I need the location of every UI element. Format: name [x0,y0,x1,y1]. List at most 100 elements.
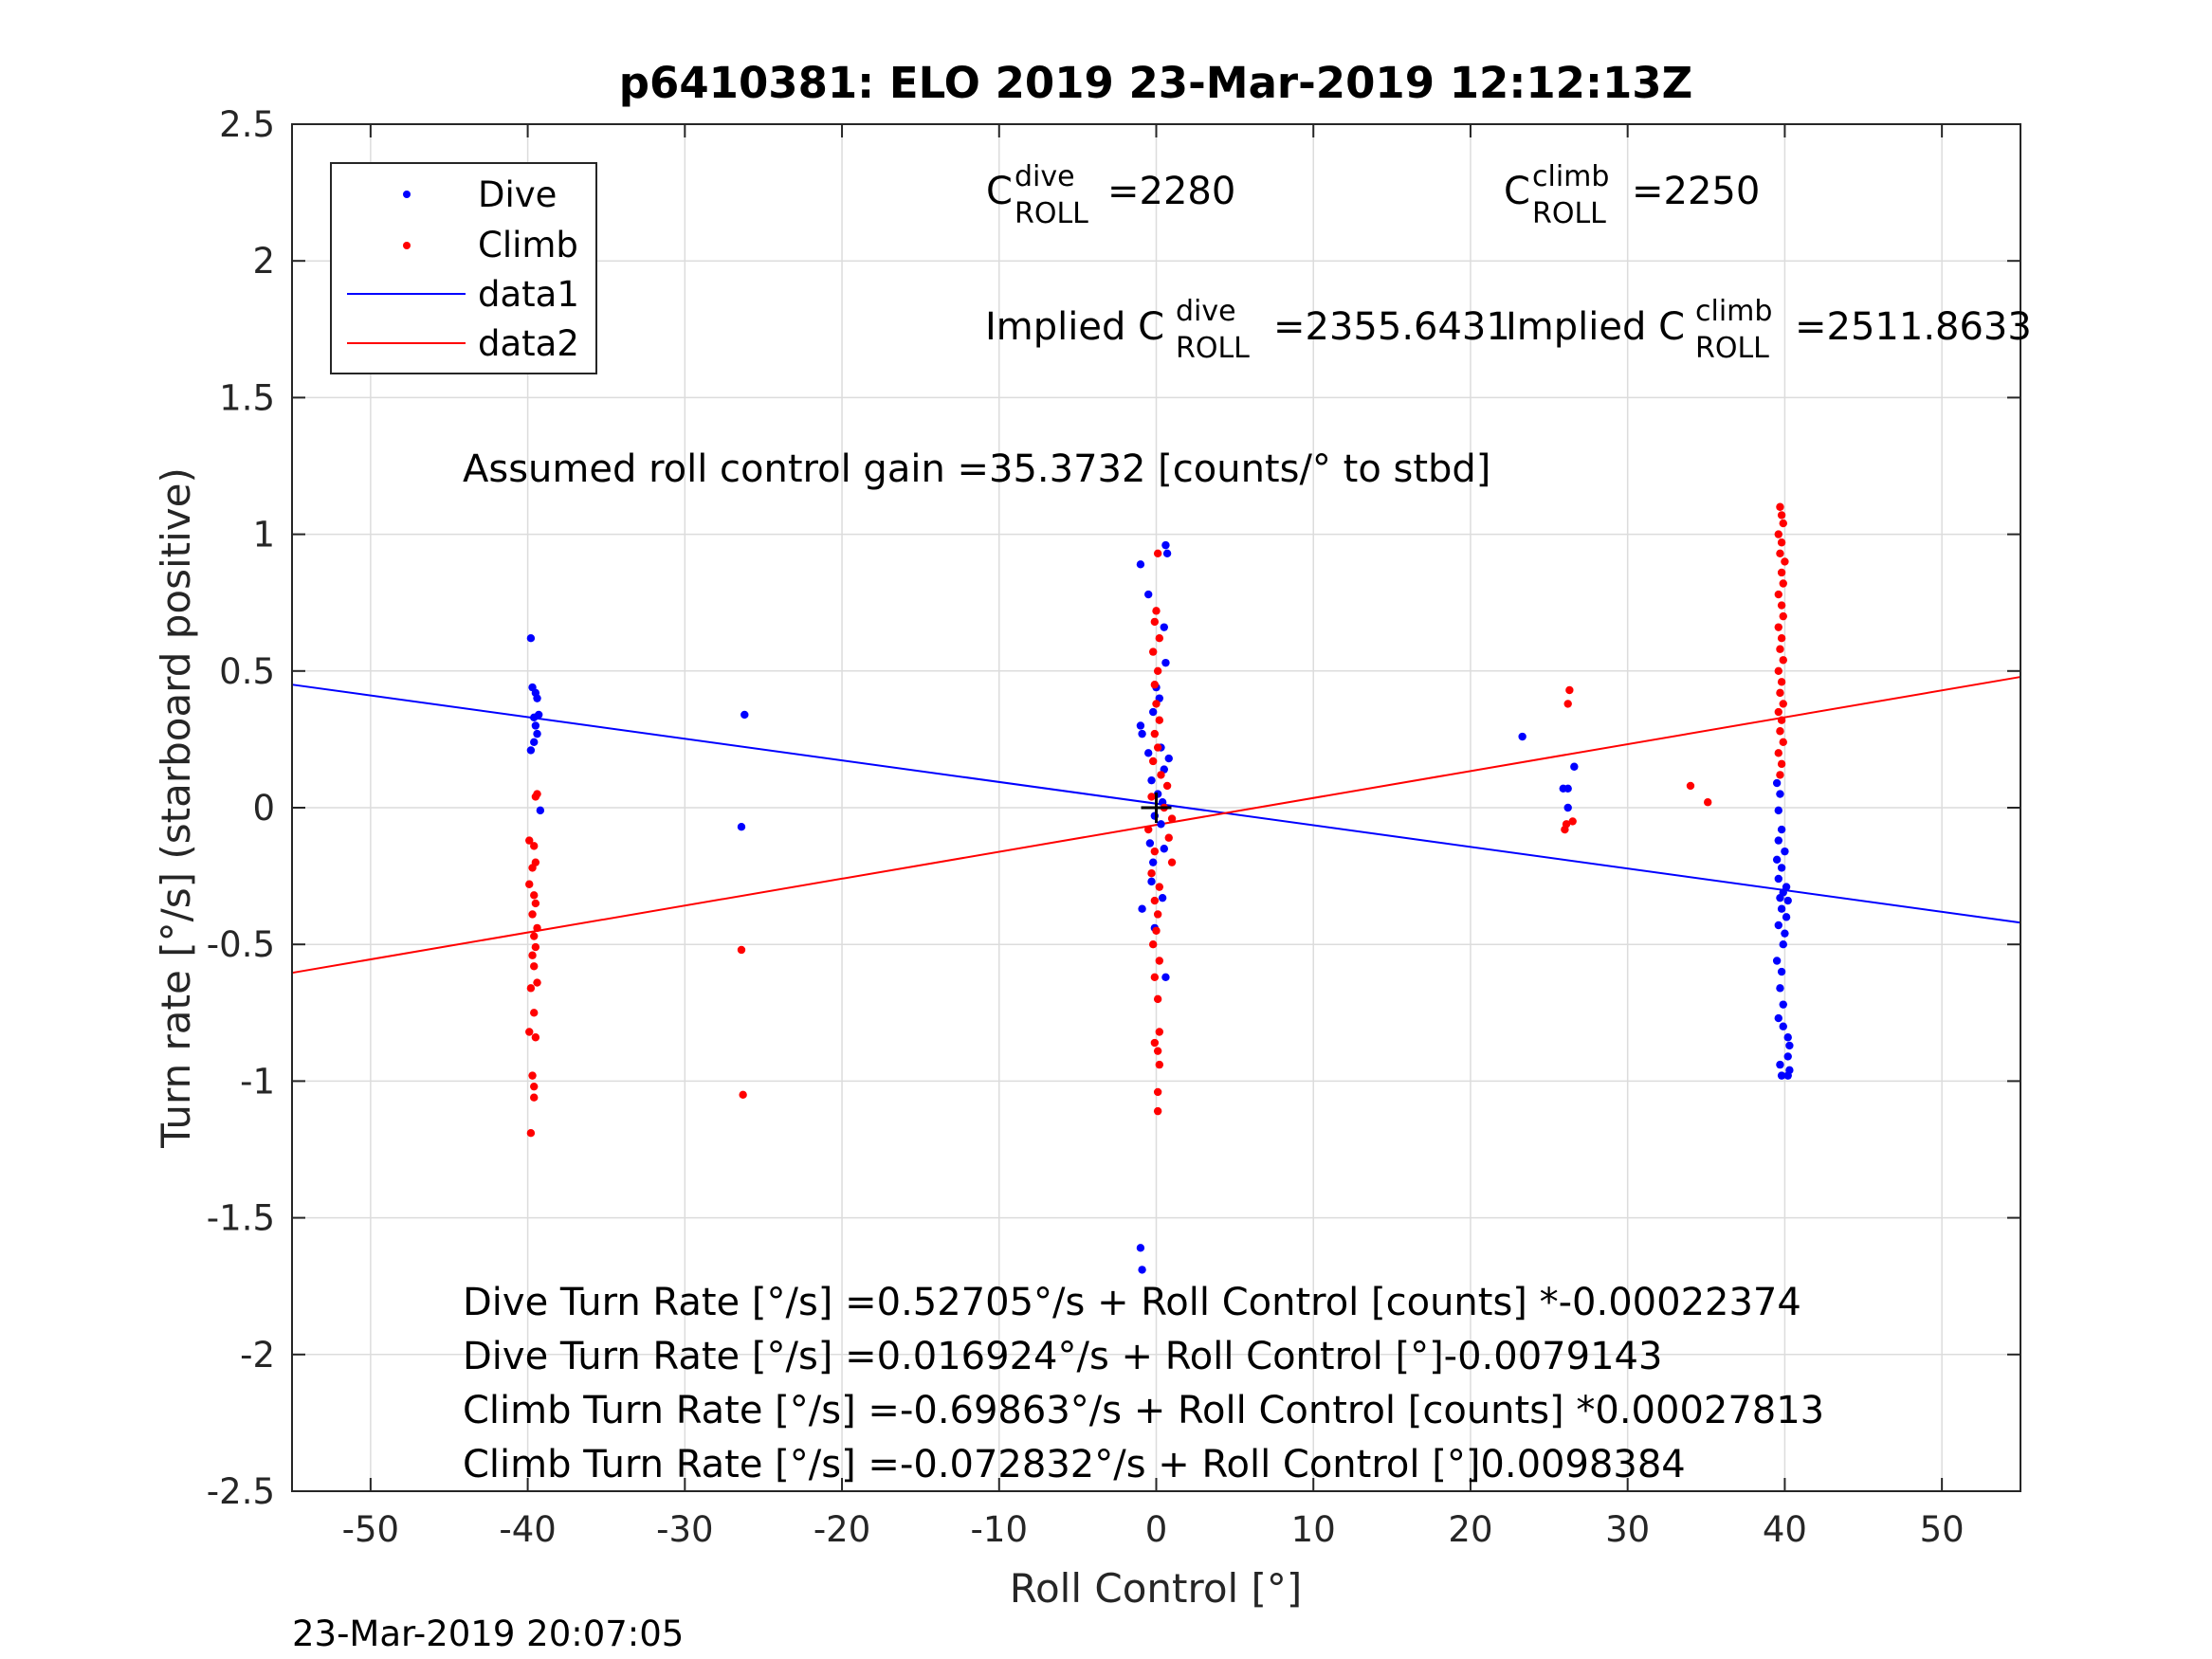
point-dive [1783,1033,1792,1042]
point-climb [1150,617,1160,627]
x-tick-label: 30 [1605,1509,1650,1550]
point-climb [531,1033,540,1042]
point-climb [528,1071,537,1080]
point-climb [1779,611,1787,621]
point-dive [1776,1060,1784,1069]
point-dive [1144,590,1153,599]
point-climb [1779,656,1787,665]
implied-dive-base: Implied C [985,305,1164,349]
point-dive [1777,825,1786,834]
c-dive-sup: dive [1015,160,1075,193]
point-climb [1148,757,1158,766]
point-climb [1155,957,1164,965]
point-climb [530,842,539,850]
point-dive [1782,913,1791,921]
x-tick-label: 20 [1448,1509,1492,1550]
point-climb [1568,817,1577,826]
point-dive [1777,1071,1786,1080]
point-dive [1138,1266,1146,1274]
point-climb [1162,781,1172,791]
point-climb [1152,700,1161,708]
point-dive [1570,762,1579,771]
point-climb [530,891,539,900]
y-tick-label: -1 [240,1061,275,1102]
x-tick-label: -40 [499,1509,556,1550]
point-dive [533,729,541,738]
point-dive [531,721,540,730]
point-dive [1164,754,1173,763]
point-dive [1157,820,1165,829]
point-dive [1774,1013,1782,1023]
series-layer [291,502,2021,1274]
implied-climb-sub: ROLL [1695,332,1769,365]
annotation-c-dive: C dive ROLL =2280 [986,160,1235,230]
point-dive [1776,893,1784,902]
y-tick-label: -1.5 [207,1198,275,1239]
point-climb [530,1009,539,1017]
point-dive [533,694,541,702]
point-dive [1162,549,1172,557]
annotation-eq2: Dive Turn Rate [°/s] =0.016924°/s + Roll… [463,1335,1662,1378]
point-dive [1781,847,1789,856]
point-climb [1561,825,1569,834]
point-dive [1160,623,1168,631]
legend: Dive Climb data1 data2 [330,162,597,374]
point-dive [1785,1041,1794,1050]
y-tick-label: 2 [252,241,275,282]
point-dive [1779,940,1787,949]
c-dive-base: C [986,170,1013,213]
point-dive [1148,858,1158,866]
point-climb [531,793,540,801]
point-climb [1153,666,1162,675]
x-tick-label: -50 [342,1509,399,1550]
point-dive [1779,1022,1787,1030]
point-climb [1777,716,1786,724]
implied-climb-value: =2511.8633 [1795,305,2032,349]
point-climb [1774,590,1782,599]
point-climb [530,1082,539,1091]
point-dive [1138,904,1146,913]
point-dive [1563,803,1572,812]
point-dive [1161,658,1170,667]
point-climb [530,1093,539,1102]
point-dive [737,822,746,831]
x-tick-label: -30 [656,1509,713,1550]
c-dive-sub: ROLL [1015,197,1088,230]
legend-label-dive: Dive [478,174,557,215]
point-climb [1155,1028,1164,1036]
point-dive [1777,967,1786,976]
point-climb [1781,557,1789,566]
point-dive [1776,790,1784,798]
point-climb [1167,858,1177,866]
point-climb [1147,869,1156,878]
point-dive [1772,855,1782,864]
point-climb [1774,623,1782,631]
point-dive [530,738,539,746]
point-dive [534,710,543,720]
legend-marker-climb [403,242,411,249]
point-dive [1138,729,1146,738]
x-tick-label: -20 [814,1509,870,1550]
c-climb-value: =2250 [1632,170,1760,213]
point-climb [1704,798,1712,807]
point-climb [1167,814,1177,823]
point-dive [1774,806,1782,815]
point-dive [740,710,749,720]
point-dive [526,746,536,755]
point-dive [1776,984,1784,993]
point-climb [1776,645,1784,653]
y-tick-label: 1 [252,515,275,556]
point-climb [739,1090,747,1100]
point-climb [1779,738,1787,746]
point-dive [1777,864,1786,872]
x-tick-label: 40 [1763,1509,1807,1550]
point-dive [536,806,545,815]
point-climb [1155,633,1164,643]
point-climb [530,932,539,940]
point-climb [1148,940,1158,949]
c-climb-sub: ROLL [1532,197,1606,230]
y-tick-label: 2.5 [219,104,275,145]
point-climb [1779,579,1787,588]
point-dive [1774,921,1782,930]
point-climb [1150,729,1160,738]
